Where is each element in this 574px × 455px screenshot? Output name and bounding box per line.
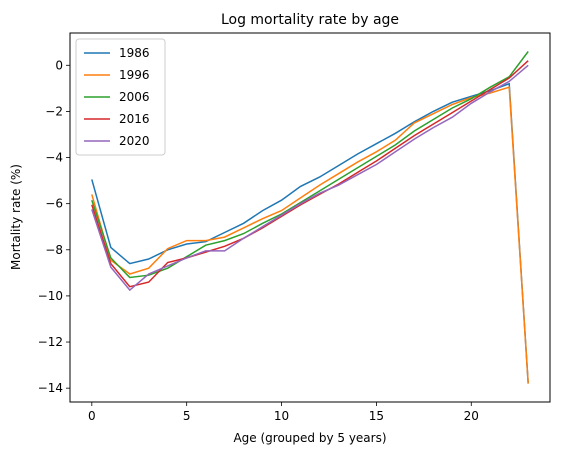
series-line-2016 [91,60,529,288]
plot-frame [69,32,551,403]
y-tick-label: −12 [38,335,63,349]
series-line-2006 [91,51,529,279]
legend: 1986 1996 2006 2016 2020 [75,38,166,156]
series-line-2020 [91,64,529,292]
y-axis-label: Mortality rate (%) [9,164,23,270]
legend-label: 1996 [119,68,150,82]
y-tick-label: −6 [45,197,63,211]
chart-title: Log mortality rate by age [221,12,399,28]
y-tick-label: −14 [38,381,63,395]
y-tick-label: −2 [45,104,63,118]
legend-box [75,38,166,156]
x-tick-label: 20 [464,409,479,423]
x-tick-label: 5 [183,409,191,423]
series-line-1996 [91,86,529,384]
y-axis-ticks: 0 −2 −4 −6 −8 −10 −12 −14 [38,58,70,395]
x-axis-label: Age (grouped by 5 years) [233,431,386,445]
y-tick-label: −4 [45,151,63,165]
y-tick-label: 0 [55,58,63,72]
legend-label: 2016 [119,112,150,126]
x-tick-label: 0 [88,409,96,423]
x-tick-label: 15 [369,409,384,423]
y-tick-label: −10 [38,289,63,303]
legend-label: 2020 [119,134,150,148]
plot-lines [91,51,529,384]
x-axis-ticks: 0 5 10 15 20 [88,402,479,423]
y-tick-label: −8 [45,243,63,257]
x-tick-label: 10 [274,409,289,423]
legend-label: 1986 [119,46,150,60]
legend-label: 2006 [119,90,150,104]
